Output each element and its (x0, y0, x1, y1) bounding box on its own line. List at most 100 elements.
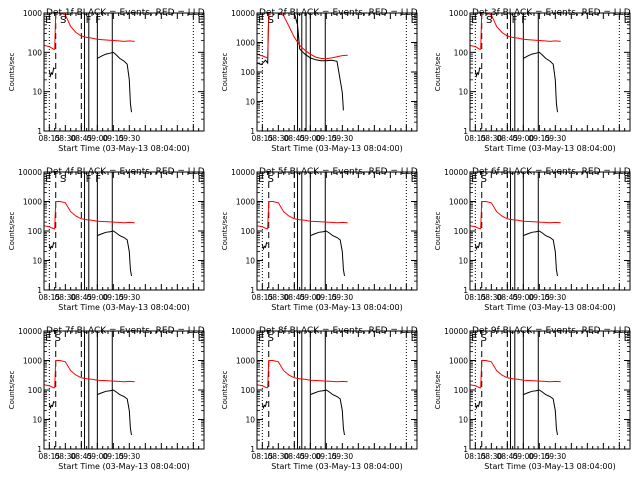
x-axis-label: Start Time (03-May-13 08:04:00) (271, 303, 402, 312)
y-tick-label: 10000 (18, 327, 42, 336)
events-series-line (97, 389, 132, 435)
phase-marker-label: E (471, 333, 477, 344)
phase-marker-label: E (411, 333, 417, 344)
y-tick-label: 10 (32, 416, 42, 425)
x-axis-label: Start Time (03-May-13 08:04:00) (484, 303, 615, 312)
x-tick-label: 09:30 (332, 134, 354, 143)
x-tick-label: 08:15 (465, 134, 487, 143)
x-tick-label: 09:15 (103, 452, 125, 461)
y-tick-label: 1 (37, 286, 42, 295)
x-axis-label: Start Time (03-May-13 08:04:00) (58, 462, 189, 471)
phase-marker-label: E (258, 333, 264, 344)
events-series-line (48, 241, 55, 251)
y-axis-label: Counts/sec (8, 212, 16, 251)
y-axis-label: Counts/sec (221, 53, 229, 92)
y-axis-label: Counts/sec (434, 371, 442, 410)
x-tick-label: 09:00 (87, 134, 109, 143)
phase-marker-label: S (268, 15, 274, 26)
lld-series-line (257, 360, 348, 389)
phase-marker-label: S (60, 15, 66, 26)
y-tick-label: 1000 (236, 198, 255, 207)
phase-marker-label: E (471, 174, 477, 185)
x-tick-label: 08:45 (71, 293, 93, 302)
x-tick-label: 08:45 (284, 452, 306, 461)
y-tick-label: 100 (28, 386, 43, 395)
phase-marker-label: S (268, 174, 274, 185)
events-series-line (97, 230, 132, 276)
x-tick-label: 08:30 (268, 452, 290, 461)
x-tick-label: 08:45 (284, 293, 306, 302)
x-tick-label: 08:15 (39, 452, 61, 461)
events-series-line (261, 400, 268, 410)
y-axis-label: Counts/sec (434, 212, 442, 251)
x-tick-label: 08:30 (55, 293, 77, 302)
phase-marker-label: F (95, 174, 101, 185)
y-tick-label: 10 (245, 416, 255, 425)
y-tick-label: 100 (28, 227, 43, 236)
x-axis-label: Start Time (03-May-13 08:04:00) (271, 144, 402, 153)
y-axis-label: Counts/sec (221, 212, 229, 251)
x-tick-label: 09:30 (545, 452, 567, 461)
phase-marker-label: F (86, 174, 92, 185)
phase-marker-label: E (198, 15, 204, 26)
phase-marker-label: S (481, 333, 487, 344)
y-axis-label: Counts/sec (221, 371, 229, 410)
x-tick-label: 09:00 (300, 134, 322, 143)
y-axis-label: Counts/sec (8, 371, 16, 410)
y-tick-label: 10 (458, 416, 468, 425)
y-tick-label: 100 (454, 386, 469, 395)
phase-marker-label: E (471, 15, 477, 26)
x-tick-label: 08:30 (481, 134, 503, 143)
y-tick-label: 1 (37, 127, 42, 136)
lld-series-line (257, 13, 348, 60)
x-tick-label: 09:00 (300, 452, 322, 461)
phase-marker-label: F (512, 15, 518, 26)
y-tick-label: 1 (250, 127, 255, 136)
x-tick-label: 08:30 (481, 293, 503, 302)
phase-marker-label: S (60, 174, 66, 185)
x-tick-label: 08:15 (465, 452, 487, 461)
events-series-line (257, 13, 344, 111)
y-tick-label: 10000 (231, 9, 255, 18)
y-tick-label: 100 (241, 68, 256, 77)
phase-marker-label: S (481, 174, 487, 185)
x-tick-label: 09:15 (316, 452, 338, 461)
events-series-line (523, 389, 558, 435)
y-tick-label: 1 (250, 286, 255, 295)
x-tick-label: 09:00 (513, 293, 535, 302)
y-tick-label: 100 (454, 227, 469, 236)
x-tick-label: 09:15 (529, 293, 551, 302)
events-series-line (48, 67, 56, 78)
x-axis-label: Start Time (03-May-13 08:04:00) (58, 144, 189, 153)
lld-series-line (470, 360, 561, 389)
x-tick-label: 09:30 (332, 452, 354, 461)
x-tick-label: 09:15 (316, 293, 338, 302)
x-tick-label: 08:45 (71, 134, 93, 143)
x-tick-label: 08:15 (252, 293, 274, 302)
events-series-line (474, 400, 481, 410)
phase-marker-label: S (55, 333, 61, 344)
y-tick-label: 1 (463, 286, 468, 295)
phase-marker-label: E (624, 15, 630, 26)
y-tick-label: 10 (458, 257, 468, 266)
x-axis-label: Start Time (03-May-13 08:04:00) (58, 303, 189, 312)
x-tick-label: 09:00 (513, 134, 535, 143)
x-tick-label: 09:30 (119, 293, 141, 302)
y-tick-label: 1000 (23, 198, 42, 207)
x-tick-label: 08:15 (39, 293, 61, 302)
plot-frame (469, 171, 631, 291)
y-tick-label: 10000 (231, 168, 255, 177)
phase-marker-label: F (95, 15, 101, 26)
y-tick-label: 10000 (18, 168, 42, 177)
phase-marker-label: S (268, 333, 274, 344)
y-tick-label: 10 (245, 98, 255, 107)
x-tick-label: 09:15 (103, 293, 125, 302)
x-tick-label: 09:15 (529, 452, 551, 461)
y-tick-label: 1 (463, 127, 468, 136)
plot-frame (43, 171, 205, 291)
y-tick-label: 1000 (449, 9, 468, 18)
